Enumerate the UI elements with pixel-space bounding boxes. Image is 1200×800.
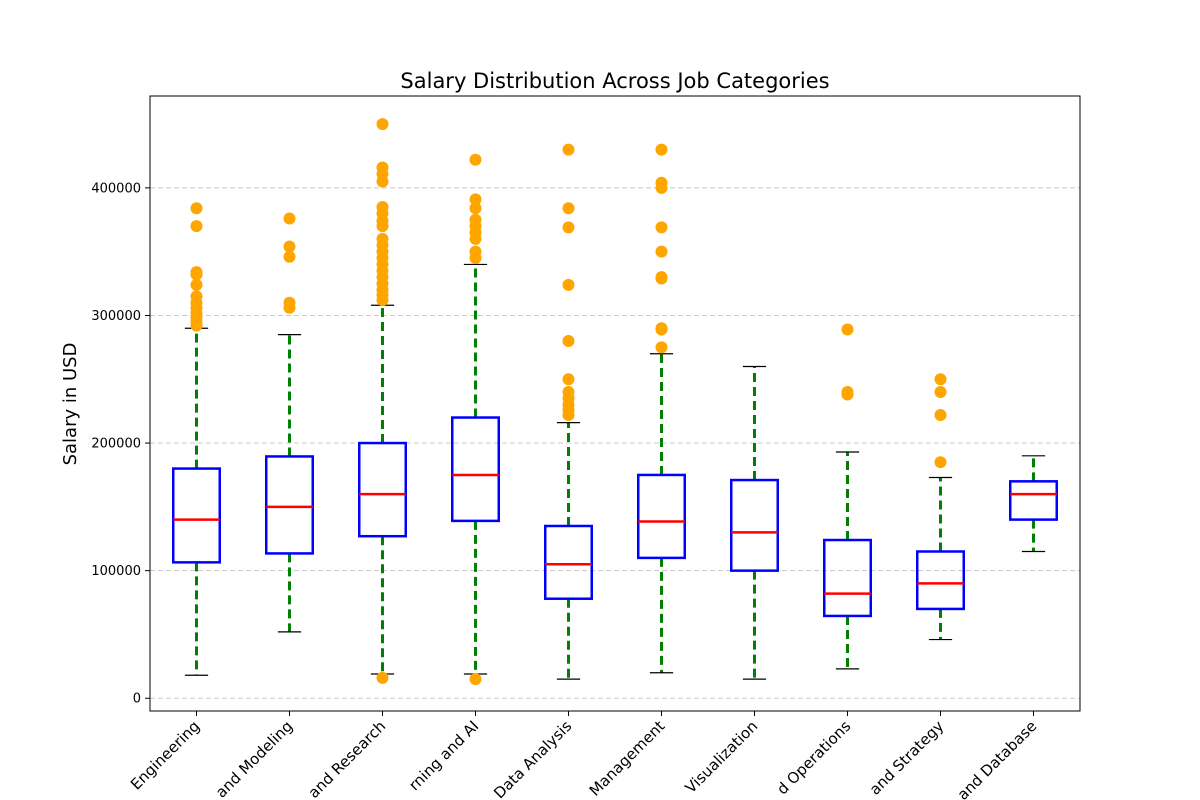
outlier-point (562, 221, 575, 234)
outlier-point (376, 175, 389, 188)
outlier-point (469, 153, 482, 166)
y-tick-label: 200000 (91, 437, 141, 452)
outlier-point (841, 323, 854, 336)
outlier-point (469, 193, 482, 206)
box-group (172, 202, 221, 676)
y-tick-label: 100000 (91, 564, 141, 579)
box (916, 550, 965, 611)
x-tick-label: Data Analysis (490, 717, 575, 800)
x-axis: Engineering and Modeling and Research rning… (127, 711, 1040, 800)
outlier-point (469, 252, 482, 265)
outlier-point (376, 220, 389, 233)
outlier-point (469, 202, 482, 215)
box (544, 524, 593, 600)
outlier-point (562, 373, 575, 386)
outlier-point (283, 301, 296, 314)
x-tick-label: rning and AI (405, 717, 482, 794)
box-plots (172, 118, 1058, 686)
box-group (265, 212, 314, 633)
outlier-point (655, 341, 668, 354)
outlier-point (376, 294, 389, 307)
outlier-point (562, 143, 575, 156)
outlier-point (562, 202, 575, 215)
box (637, 473, 686, 560)
outlier-point (469, 232, 482, 245)
box (1009, 480, 1058, 521)
grid-lines (150, 187, 1080, 699)
y-tick-label: 400000 (91, 181, 141, 196)
outlier-point (934, 408, 947, 421)
plot-frame (149, 95, 1081, 712)
outlier-point (562, 334, 575, 347)
outlier-point (190, 202, 203, 215)
x-tick-label: and Database (954, 717, 1041, 800)
box (265, 455, 314, 555)
outlier-point (562, 278, 575, 291)
y-tick-label: 0 (133, 692, 141, 707)
x-tick-label: Visualization (682, 717, 762, 797)
box-group (916, 373, 965, 641)
outlier-point (190, 278, 203, 291)
x-tick-label: and Modeling (212, 717, 296, 800)
outlier-point (190, 268, 203, 281)
outlier-point (376, 118, 389, 131)
box-group (730, 365, 779, 680)
outlier-point (934, 456, 947, 469)
box (451, 416, 500, 523)
box-group (823, 323, 872, 670)
box-group (358, 118, 407, 684)
x-tick-label: and Research (305, 717, 390, 800)
x-tick-label: and Strategy (866, 717, 948, 799)
outlier-point (190, 220, 203, 233)
box-group (637, 143, 686, 674)
outlier-point (655, 323, 668, 336)
outlier-point (655, 181, 668, 194)
box (730, 478, 779, 572)
chart-title: Salary Distribution Across Job Categorie… (400, 69, 829, 93)
box-group (544, 143, 593, 680)
x-tick-label: Engineering (127, 717, 203, 793)
box (823, 538, 872, 618)
x-tick-label: Management (586, 717, 669, 800)
outlier-point (562, 408, 575, 421)
y-axis-label: Salary in USD (60, 343, 81, 466)
x-tick-label: d Operations (773, 717, 854, 798)
outlier-point (283, 240, 296, 253)
y-axis: 0 100000 200000 300000 400000 (91, 181, 150, 707)
outlier-point (376, 671, 389, 684)
outlier-point (469, 673, 482, 686)
outlier-point (655, 221, 668, 234)
box (358, 441, 407, 538)
box-group (1009, 455, 1058, 553)
outlier-point (934, 386, 947, 399)
box-group (451, 153, 500, 686)
outlier-point (934, 373, 947, 386)
box (172, 467, 221, 564)
outlier-point (655, 245, 668, 258)
outlier-point (655, 143, 668, 156)
outlier-point (190, 319, 203, 332)
outlier-point (283, 250, 296, 263)
outlier-point (841, 388, 854, 401)
outlier-point (655, 272, 668, 285)
outlier-point (283, 212, 296, 225)
y-tick-label: 300000 (91, 309, 141, 324)
